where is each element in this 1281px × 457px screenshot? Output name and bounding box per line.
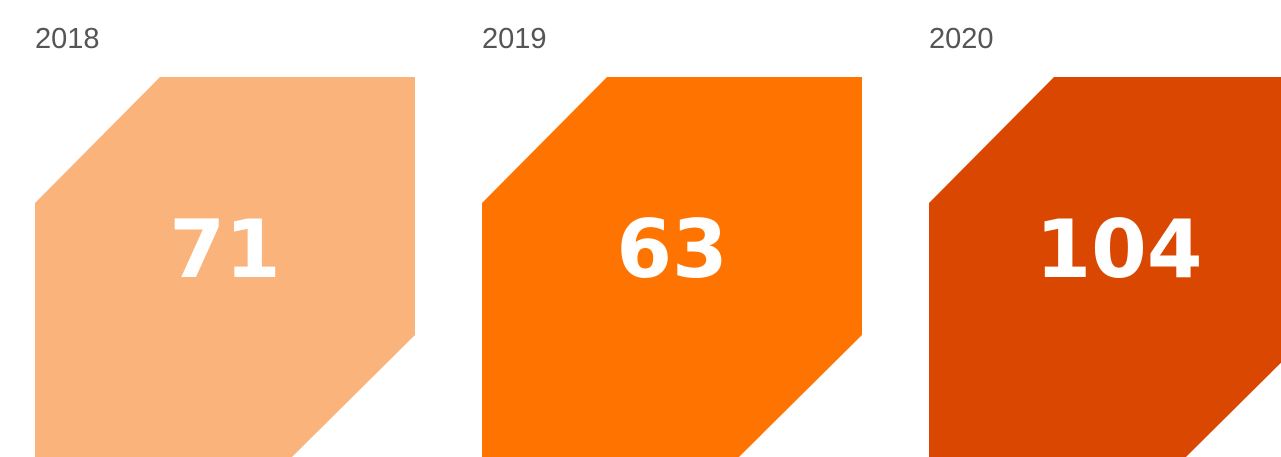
card-year: 2019 [482, 23, 547, 55]
card-value: 104 [1036, 203, 1203, 296]
card: 2019 63 [482, 23, 862, 457]
card-year: 2020 [929, 23, 994, 55]
card-value: 71 [169, 203, 280, 296]
card: 2018 71 [35, 23, 415, 457]
card-year: 2018 [35, 23, 100, 55]
card-shape [35, 77, 415, 457]
card-shape [929, 77, 1281, 457]
card-shape [482, 77, 862, 457]
card-value: 63 [616, 203, 727, 296]
card: 2020 104 [929, 23, 1281, 457]
